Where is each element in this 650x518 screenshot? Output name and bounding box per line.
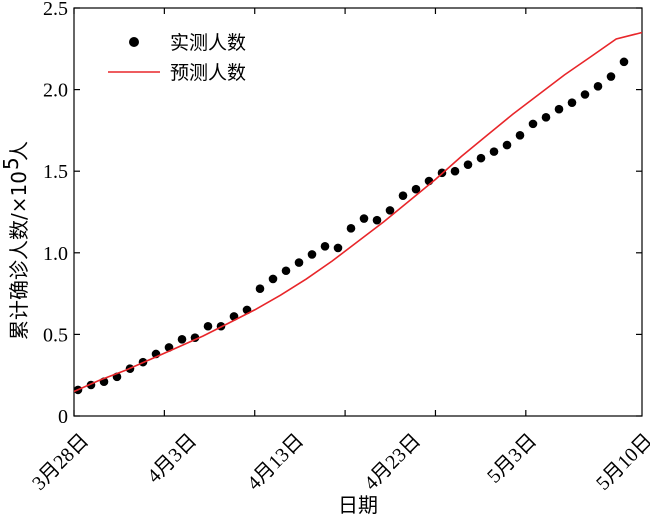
scatter-point [398, 191, 408, 200]
scatter-point [268, 274, 278, 284]
scatter-point [450, 166, 460, 176]
scatter-point [476, 153, 486, 163]
x-tick-label-group: 4月3日 [143, 430, 201, 488]
scatter-point [515, 130, 525, 140]
scatter-point [333, 243, 343, 253]
legend-scatter-marker [129, 37, 139, 47]
legend-label-observed: 实测人数 [170, 32, 246, 54]
scatter-point [554, 104, 564, 114]
x-tick-label: 4月3日 [143, 430, 201, 488]
scatter-point [567, 98, 577, 107]
plot-frame [73, 7, 643, 417]
scatter-point [580, 90, 590, 99]
x-tick-label: 5月10日 [592, 430, 650, 495]
scatter-point [502, 140, 512, 150]
scatter-point [359, 214, 369, 223]
y-axis-title: 累计确诊人数/×10 5 人 [0, 141, 31, 340]
x-tick-label-group: 4月13日 [243, 430, 308, 495]
scatter-point [489, 147, 499, 156]
x-axis-title: 日期 [338, 493, 378, 517]
scatter-point [203, 321, 213, 331]
x-tick-label-group: 3月28日 [28, 430, 93, 495]
scatter-point [528, 119, 538, 129]
legend-label-predicted: 预测人数 [170, 62, 246, 84]
x-tick-label: 5月3日 [483, 430, 541, 488]
scatter-point [307, 250, 317, 259]
x-tick-label: 3月28日 [28, 430, 93, 495]
scatter-point [593, 82, 603, 91]
y-tick-label: 1.0 [43, 243, 68, 265]
scatter-point [320, 241, 330, 251]
x-tick-label: 4月23日 [360, 430, 425, 495]
scatter-point [346, 224, 356, 233]
x-tick-label-group: 5月10日 [592, 430, 650, 495]
y-tick-label: 0 [58, 406, 68, 428]
y-axis-title-superscript: 5 [0, 157, 23, 170]
scatter-point [255, 284, 265, 294]
x-tick-label: 4月13日 [243, 430, 308, 495]
y-tick-label: 0.5 [43, 324, 68, 346]
y-axis-title-main: 累计确诊人数/×10 [7, 171, 31, 340]
scatter-point [541, 113, 551, 122]
scatter-point [463, 160, 473, 169]
y-tick-label: 1.5 [43, 161, 68, 183]
scatter-point [606, 72, 616, 81]
x-tick-label-group: 5月3日 [483, 430, 541, 488]
scatter-point [177, 334, 187, 344]
scatter-point [281, 266, 291, 276]
y-tick-label: 2.0 [43, 80, 68, 102]
y-axis-title-unit: 人 [7, 141, 31, 161]
scatter-point [619, 57, 629, 67]
y-tick-label: 2.5 [43, 0, 68, 20]
scatter-point [294, 258, 304, 267]
scatter-point [411, 184, 421, 194]
x-tick-label-group: 4月23日 [360, 430, 425, 495]
scatter-point [372, 215, 382, 225]
scatter-point [385, 206, 395, 215]
prediction-line [73, 31, 643, 393]
